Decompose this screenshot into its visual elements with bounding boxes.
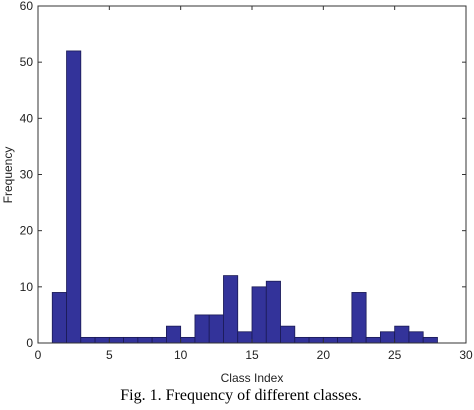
bar [265, 280, 281, 344]
x-tick-label: 0 [35, 348, 42, 362]
y-axis-label: Frequency [1, 147, 15, 204]
bar [351, 292, 367, 344]
bar [151, 336, 167, 344]
x-tick-label: 25 [388, 348, 402, 362]
bar [251, 286, 267, 344]
y-tick-label: 40 [20, 111, 34, 125]
bar [294, 336, 310, 344]
y-tick-label: 20 [20, 224, 34, 238]
bar [51, 292, 67, 344]
bar [180, 336, 196, 344]
x-tick-label: 30 [459, 348, 473, 362]
bar [80, 336, 96, 344]
y-tick-label: 10 [20, 280, 34, 294]
x-tick-label: 10 [174, 348, 188, 362]
caption: Fig. 1. Frequency of different classes. [120, 387, 361, 404]
bar [394, 325, 410, 344]
y-tick-label: 60 [20, 0, 34, 13]
bar [322, 336, 339, 344]
y-tick-label: 0 [26, 336, 33, 350]
x-tick-label: 20 [317, 348, 331, 362]
bar [408, 331, 424, 344]
bar [137, 336, 153, 344]
bar [123, 336, 139, 344]
bar [365, 336, 381, 344]
x-tick-label: 5 [106, 348, 113, 362]
bar [66, 50, 82, 344]
y-tick-label: 30 [20, 168, 34, 182]
bar [337, 336, 353, 344]
bar [422, 336, 438, 344]
bar [94, 336, 110, 344]
bar [208, 314, 224, 344]
bar [194, 314, 210, 344]
bar [237, 331, 253, 344]
bar [108, 336, 125, 344]
bar [280, 325, 296, 344]
x-tick-label: 15 [245, 348, 259, 362]
bar [308, 336, 324, 344]
bar [165, 325, 182, 344]
bar [223, 275, 239, 344]
bar [379, 331, 396, 344]
y-tick-label: 50 [20, 55, 34, 69]
x-axis-label: Class Index [221, 371, 284, 385]
